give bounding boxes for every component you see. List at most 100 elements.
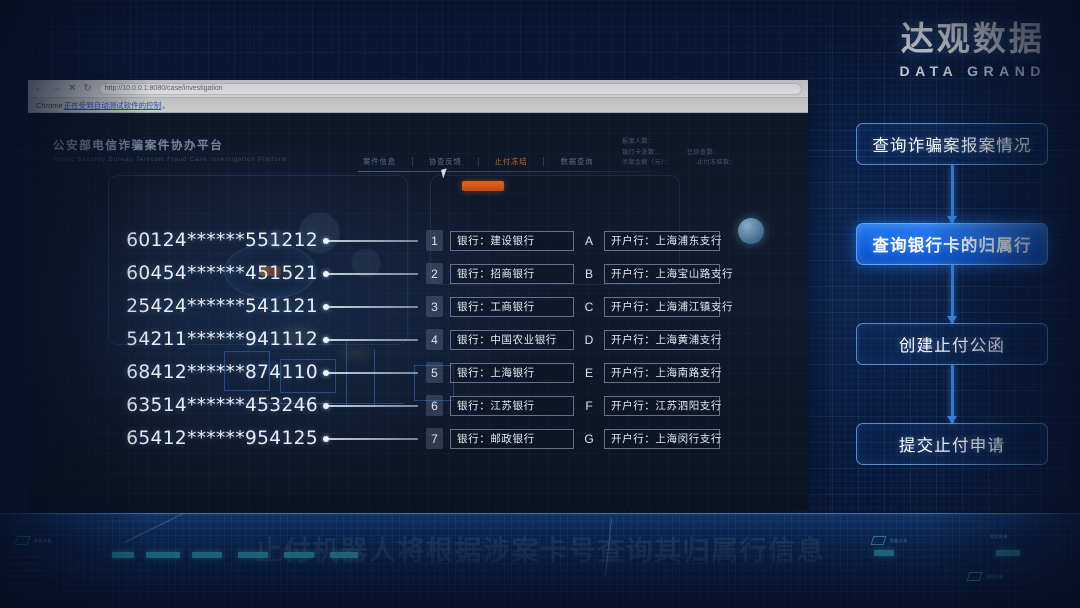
chip-bar <box>192 552 222 558</box>
desk-tag-3: 知识图谱 <box>990 534 1008 539</box>
step-item-2[interactable]: 创建止付公函 <box>856 323 1048 365</box>
info-row: 银行卡张数： 已协查数： <box>622 148 736 159</box>
branch-label: 开户行： <box>611 433 656 445</box>
branch-label: 开户行： <box>611 301 656 313</box>
table-row[interactable]: 25424******541121 3 银行： 工商银行 C 开户行： 上海浦江… <box>124 291 733 322</box>
table-row[interactable]: 60454******451521 2 银行： 招商银行 B 开户行： 上海宝山… <box>124 258 733 289</box>
back-arrow-icon[interactable]: ← <box>34 82 44 94</box>
desk-grid <box>0 514 1080 608</box>
bank-label: 银行： <box>457 400 491 412</box>
brand-logo: 达观数据 DATA GRAND <box>899 21 1046 79</box>
desk-text-block: ▔▔▔▔▔▔▔▔▔▔▔▔ ▔▔▔▔▔▔▔▔▔▔ ▔▔▔▔▔▔▔▔▔▔▔▔▔ ▔▔… <box>8 557 45 607</box>
nav-separator <box>543 157 545 166</box>
table-row[interactable]: 65412******954125 7 银行： 邮政银行 G 开户行： 上海闵行… <box>124 423 723 454</box>
nav-separator <box>477 157 479 166</box>
nav-item-3[interactable]: 数据查询 <box>560 157 594 166</box>
stop-icon[interactable]: ✕ <box>68 82 77 94</box>
submit-query-button[interactable] <box>462 181 504 191</box>
branch-field[interactable]: 开户行： 上海浦江镇支行 <box>604 296 733 317</box>
address-bar[interactable]: http://10.0.0.1:8080/case/investigation <box>98 82 802 95</box>
nav-item-2[interactable]: 止付冻结 <box>494 157 528 166</box>
row-connector-line <box>323 402 418 409</box>
nav-item-1[interactable]: 协查反馈 <box>428 157 462 166</box>
info-row: 报案人数： <box>622 137 736 148</box>
card-number: 65412******954125 <box>126 428 318 449</box>
branch-field[interactable]: 开户行： 上海闵行支行 <box>604 428 723 449</box>
chip-bar <box>284 552 314 558</box>
desk-tag-0: 数据采集 <box>34 538 52 543</box>
keyboard <box>44 513 454 514</box>
bank-value: 江苏银行 <box>490 400 535 412</box>
chip-bar <box>874 550 894 556</box>
bank-field[interactable]: 银行： 建设银行 <box>450 230 574 251</box>
desk-tag-1: 智能分析 <box>890 538 908 543</box>
row-alpha: G <box>584 431 594 446</box>
branch-field[interactable]: 开户行： 上海南路支行 <box>604 362 723 383</box>
bank-field[interactable]: 银行： 上海银行 <box>450 362 574 383</box>
brand-name-en: DATA GRAND <box>899 62 1046 79</box>
connector-line <box>950 165 954 223</box>
info-row: 涉案金额（元）： 止付冻结数： <box>622 158 736 169</box>
row-index: 7 <box>426 428 443 449</box>
row-index: 5 <box>426 362 443 383</box>
bank-value: 工商银行 <box>490 301 535 313</box>
bank-label: 银行： <box>457 433 491 445</box>
branch-label: 开户行： <box>611 334 656 346</box>
branch-value: 江苏泗阳支行 <box>655 400 723 412</box>
table-row[interactable]: 54211******941112 4 银行： 中国农业银行 D 开户行： 上海… <box>124 324 721 355</box>
reload-icon[interactable]: ↻ <box>83 82 92 94</box>
step-item-0[interactable]: 查询诈骗案报案情况 <box>856 123 1048 165</box>
info-label-2: 涉案金额（元）： <box>621 160 671 166</box>
app-title-cn: 公安部电信诈骗案件协办平台 <box>53 140 224 152</box>
step-connector <box>856 165 1048 224</box>
bank-field[interactable]: 银行： 工商银行 <box>450 296 574 317</box>
table-row[interactable]: 60124******551212 1 银行： 建设银行 A 开户行： 上海浦东… <box>124 225 723 256</box>
branch-value: 上海浦江镇支行 <box>655 301 734 313</box>
step-label: 创建止付公函 <box>898 337 1006 355</box>
row-index: 4 <box>426 329 443 350</box>
branch-value: 上海浦东支行 <box>655 235 723 247</box>
row-alpha: A <box>584 233 593 248</box>
branch-field[interactable]: 开户行： 上海黄浦支行 <box>604 329 721 350</box>
bank-value: 招商银行 <box>490 268 535 280</box>
bank-field[interactable]: 银行： 招商银行 <box>450 263 574 284</box>
step-item-3[interactable]: 提交止付申请 <box>856 423 1048 465</box>
branch-value: 上海闵行支行 <box>655 433 723 445</box>
bank-field[interactable]: 银行： 江苏银行 <box>450 395 574 416</box>
info-label-4: 止付冻结数： <box>696 160 736 166</box>
row-index: 3 <box>426 296 443 317</box>
step-item-1[interactable]: 查询银行卡的归属行 <box>856 223 1048 265</box>
step-label: 查询诈骗案报案情况 <box>872 137 1032 155</box>
card-number: 68412******874110 <box>126 362 318 383</box>
row-connector-line <box>323 435 418 442</box>
card-results-table: 60124******551212 1 银行： 建设银行 A 开户行： 上海浦东… <box>124 225 733 456</box>
row-alpha: E <box>584 365 593 380</box>
branch-field[interactable]: 开户行： 江苏泗阳支行 <box>604 395 723 416</box>
branch-value: 上海南路支行 <box>655 367 723 379</box>
bank-label: 银行： <box>457 367 491 379</box>
table-row[interactable]: 63514******453246 6 银行： 江苏银行 F 开户行： 江苏泗阳… <box>124 390 723 421</box>
row-connector-line <box>323 336 418 343</box>
connector-line <box>950 365 954 423</box>
app-nav: 案件信息 协查反馈 止付冻结 数据查询 <box>363 156 593 167</box>
branch-field[interactable]: 开户行： 上海宝山路支行 <box>604 263 733 284</box>
table-row[interactable]: 68412******874110 5 银行： 上海银行 E 开户行： 上海南路… <box>124 357 723 388</box>
case-summary-info: 报案人数： 银行卡张数： 已协查数： 涉案金额（元）： 止付冻结数： <box>622 137 736 169</box>
browser-toolbar: ← → ✕ ↻ http://10.0.0.1:8080/case/invest… <box>28 80 808 98</box>
branch-value: 上海宝山路支行 <box>655 268 734 280</box>
chip-bar <box>996 550 1020 556</box>
card-number: 25424******541121 <box>126 296 318 317</box>
nav-item-0[interactable]: 案件信息 <box>363 157 396 166</box>
row-index: 1 <box>426 230 443 251</box>
branch-field[interactable]: 开户行： 上海浦东支行 <box>604 230 723 251</box>
app-header: 公安部电信诈骗案件协办平台 Public Security Bureau Tel… <box>53 137 288 163</box>
branch-label: 开户行： <box>611 367 656 379</box>
bank-value: 上海银行 <box>490 367 535 379</box>
row-alpha: F <box>585 398 593 413</box>
forward-arrow-icon[interactable]: → <box>51 82 61 94</box>
row-index: 6 <box>426 395 443 416</box>
bank-field[interactable]: 银行： 邮政银行 <box>450 428 574 449</box>
card-number: 54211******941112 <box>126 329 318 350</box>
notification-link[interactable]: 正在受到自动测试软件的控制 <box>63 100 162 110</box>
bank-field[interactable]: 银行： 中国农业银行 <box>450 329 574 350</box>
